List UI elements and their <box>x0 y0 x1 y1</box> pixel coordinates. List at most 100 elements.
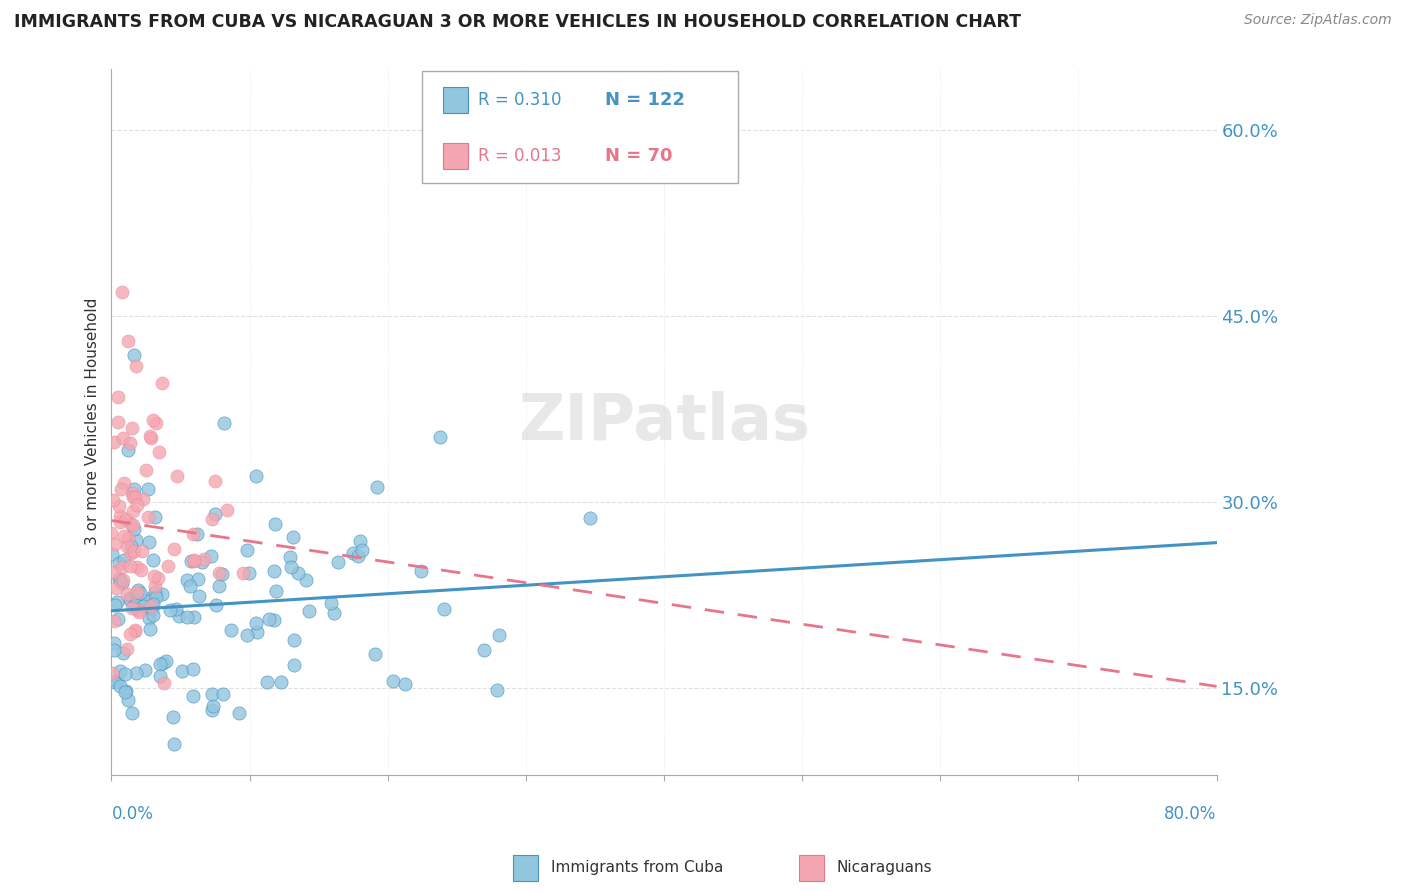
Point <box>183 552 205 566</box>
Point <box>142 413 165 427</box>
Point <box>165 602 187 616</box>
Point <box>200 549 222 563</box>
Point <box>143 579 166 593</box>
Point <box>287 566 309 580</box>
Point <box>120 591 142 605</box>
Point <box>181 662 204 676</box>
Point <box>110 508 132 523</box>
Point <box>326 555 349 569</box>
Point <box>183 609 205 624</box>
Point <box>146 571 169 585</box>
Point <box>114 684 136 698</box>
Point <box>112 476 135 491</box>
Point <box>122 482 145 496</box>
Point <box>212 416 235 430</box>
Point <box>114 667 136 681</box>
Point <box>120 546 142 560</box>
Point <box>159 603 181 617</box>
Point <box>127 602 149 616</box>
Point <box>103 565 125 579</box>
Point <box>167 608 190 623</box>
Point <box>205 599 228 613</box>
Point <box>122 599 145 613</box>
Point <box>142 597 165 611</box>
Point <box>105 674 128 689</box>
Point <box>120 517 142 532</box>
Point <box>121 503 143 517</box>
Point <box>350 543 373 558</box>
Point <box>163 542 186 557</box>
Point <box>342 546 364 560</box>
Text: Immigrants from Cuba: Immigrants from Cuba <box>551 861 724 875</box>
Point <box>103 435 125 450</box>
Point <box>187 572 209 586</box>
Point <box>204 507 226 521</box>
Point <box>138 535 160 549</box>
Point <box>143 509 166 524</box>
Point <box>145 590 167 604</box>
Point <box>152 675 174 690</box>
Point <box>246 625 269 640</box>
Point <box>115 587 138 601</box>
Text: Source: ZipAtlas.com: Source: ZipAtlas.com <box>1244 13 1392 28</box>
Point <box>264 517 287 532</box>
Point <box>142 553 165 567</box>
Point <box>108 572 131 586</box>
Point <box>122 348 145 362</box>
Point <box>120 559 142 574</box>
Point <box>100 525 122 540</box>
Point <box>488 628 510 642</box>
Point <box>127 582 149 597</box>
Point <box>238 566 260 581</box>
Point <box>135 593 157 607</box>
Point <box>131 544 153 558</box>
Point <box>112 553 135 567</box>
Point <box>117 540 139 554</box>
Point <box>111 646 134 660</box>
Point <box>114 684 136 698</box>
Point <box>201 699 224 714</box>
Point <box>138 510 160 524</box>
Point <box>163 738 186 752</box>
Point <box>204 474 226 488</box>
Point <box>143 585 166 599</box>
Point <box>121 485 143 500</box>
Point <box>347 549 370 563</box>
Point <box>124 624 146 638</box>
Point <box>136 482 159 496</box>
Point <box>156 558 179 573</box>
Point <box>263 564 285 578</box>
Point <box>155 654 177 668</box>
Point <box>122 522 145 536</box>
Text: ZIPatlas: ZIPatlas <box>517 391 810 453</box>
Point <box>110 574 132 588</box>
Point <box>263 613 285 627</box>
Point <box>180 554 202 568</box>
Point <box>152 656 174 670</box>
Point <box>134 663 156 677</box>
Point <box>145 417 167 431</box>
Point <box>201 687 224 701</box>
Point <box>129 563 152 577</box>
Point <box>208 566 231 581</box>
Point <box>208 579 231 593</box>
Point <box>125 359 148 373</box>
Y-axis label: 3 or more Vehicles in Household: 3 or more Vehicles in Household <box>86 298 100 545</box>
Point <box>201 702 224 716</box>
Point <box>129 585 152 599</box>
Point <box>138 428 160 442</box>
Point <box>283 658 305 673</box>
Point <box>349 534 371 549</box>
Point <box>111 573 134 587</box>
Point <box>138 622 160 636</box>
Point <box>122 518 145 533</box>
Text: 0.0%: 0.0% <box>111 805 153 823</box>
Point <box>107 556 129 570</box>
Point <box>121 706 143 721</box>
Point <box>125 585 148 599</box>
Point <box>170 665 193 679</box>
Point <box>150 376 173 390</box>
Point <box>411 564 433 578</box>
Point <box>236 543 259 558</box>
Point <box>124 490 146 504</box>
